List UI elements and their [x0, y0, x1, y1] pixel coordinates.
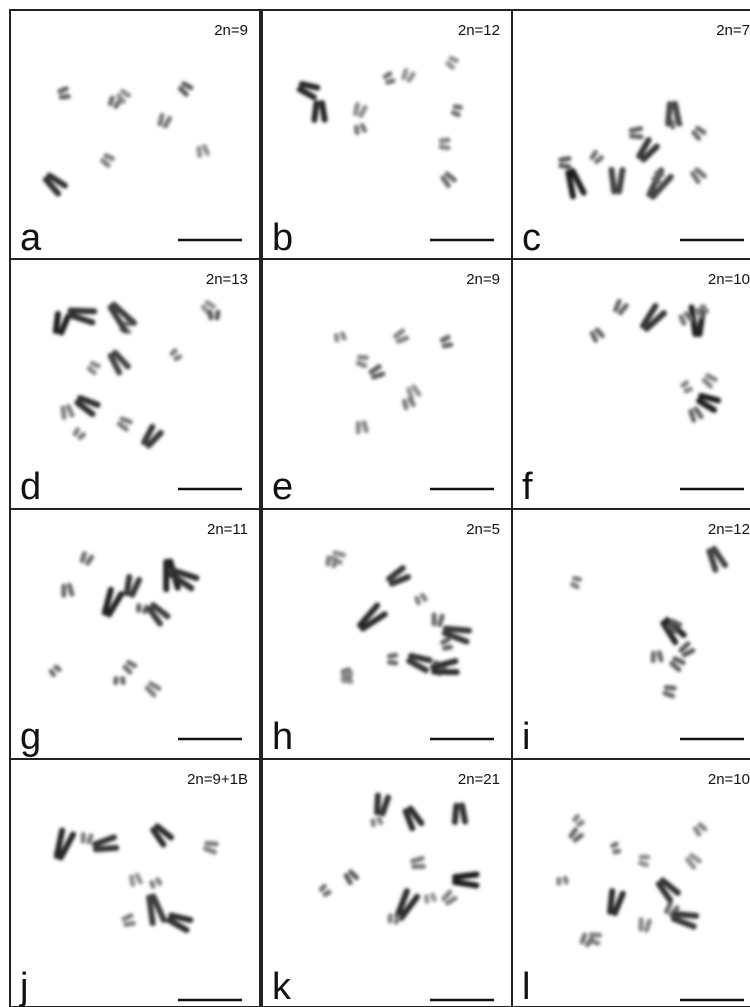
panel-frame [10, 259, 260, 509]
chromosome-count: 2n=7 [716, 22, 750, 39]
chromosome-count: 2n=12 [708, 521, 750, 538]
panel: 2n=11 g [10, 509, 260, 759]
chromatid [356, 421, 361, 434]
chromatid [651, 651, 656, 664]
chromatid [411, 864, 426, 869]
chromatid [639, 855, 651, 860]
figure: 2n=9a2n=12b2n=7c2n=13d2n=9e2n=10f2n=11g2… [0, 0, 750, 1007]
chromatid [431, 669, 460, 676]
chromosome-count: 2n=9 [214, 22, 248, 39]
panel: 2n=12 b [262, 10, 512, 260]
panel-letter: i [522, 716, 530, 758]
chromosome-count: 2n=12 [458, 22, 500, 39]
panel: 2n=21 k [262, 759, 512, 1007]
panel-letter: j [19, 966, 28, 1007]
chromatid [387, 913, 393, 924]
panel-letter: l [522, 966, 530, 1007]
panel: 2n=5 h [262, 509, 512, 759]
chromosome-count: 2n=10 [708, 771, 750, 788]
panel: 2n=9+1B j [10, 759, 260, 1007]
panel: 2n=10 l [512, 759, 750, 1007]
chromosome-count: 2n=11 [207, 521, 248, 538]
chromosome-count: 2n=13 [206, 271, 248, 288]
chromatid [638, 917, 644, 932]
panel-frame [10, 509, 260, 759]
chromatid [136, 603, 142, 613]
panel-letter: d [20, 466, 41, 508]
panel: 2n=9 a [10, 10, 260, 260]
page: {"panels": [ {"letter": "a", "count": "2… [0, 0, 750, 1007]
chromatid [432, 612, 437, 626]
panel-letter: h [272, 716, 293, 758]
panel-grid: 2n=9a2n=12b2n=7c2n=13d2n=9e2n=10f2n=11g2… [10, 10, 750, 1007]
chromatid [81, 832, 86, 844]
panel: 2n=12 i [512, 509, 750, 759]
chromosome-count: 2n=10 [708, 271, 750, 288]
chromatid [357, 355, 369, 361]
panel-letter: e [272, 466, 293, 508]
panel: 2n=13 d [10, 259, 260, 509]
chromosome-count: 2n=21 [458, 771, 500, 788]
panel-frame [262, 10, 512, 260]
chromosome-count: 2n=9 [466, 271, 500, 288]
panel-letter: f [522, 466, 533, 508]
panel-letter: k [272, 966, 292, 1007]
panel-frame [10, 10, 260, 260]
panel-frame [512, 759, 750, 1007]
chromatid [61, 584, 66, 598]
panel-letter: g [20, 716, 41, 758]
panel: 2n=10 f [512, 259, 750, 509]
panel-frame [512, 259, 750, 509]
chromosome-count: 2n=5 [466, 521, 500, 538]
chromatid [664, 685, 677, 691]
chromatid [556, 877, 561, 886]
panel: 2n=9 e [262, 259, 512, 509]
panel-letter: c [522, 217, 541, 259]
panel: 2n=7 c [512, 10, 750, 260]
panel-frame [262, 509, 512, 759]
panel-letter: b [272, 217, 293, 259]
panel-frame [262, 259, 512, 509]
chromosome-count: 2n=9+1B [187, 771, 248, 788]
panel-letter: a [20, 217, 42, 259]
